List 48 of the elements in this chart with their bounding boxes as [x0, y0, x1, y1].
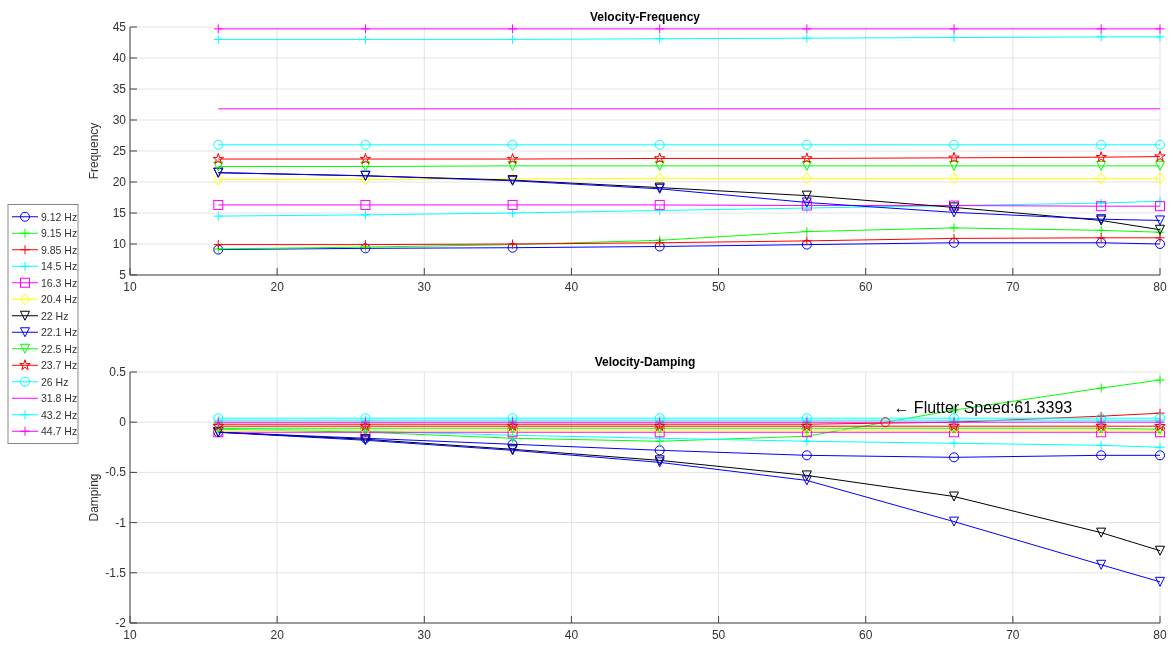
chart-title: Velocity-Frequency — [589, 10, 701, 24]
y-tick-label: 0 — [119, 415, 127, 430]
y-tick-label: 45 — [112, 20, 127, 34]
legend-label: 14.5 Hz — [41, 260, 78, 273]
y-tick-label: 5 — [119, 268, 127, 282]
x-tick-label: 40 — [564, 280, 579, 294]
x-tick-label: 60 — [859, 628, 873, 642]
legend-label: 31.8 Hz — [41, 392, 78, 405]
y-tick-label: -1.5 — [105, 565, 127, 580]
y-tick-label: 15 — [112, 206, 127, 220]
chart-title: Velocity-Damping — [594, 355, 696, 369]
legend-label: 16.3 Hz — [41, 276, 78, 289]
x-tick-label: 40 — [564, 628, 579, 642]
y-tick-label: 40 — [112, 51, 127, 65]
x-tick-label: 70 — [1006, 280, 1020, 294]
x-tick-label: 20 — [270, 628, 285, 642]
y-axis-title: Damping — [87, 473, 101, 522]
annotation: ← Flutter Speed:61.3393 — [893, 399, 1073, 417]
x-tick-label: 30 — [417, 280, 432, 294]
x-tick-label: 80 — [1153, 280, 1167, 294]
y-tick-label: -1 — [115, 515, 127, 530]
x-tick-label: 20 — [270, 280, 285, 294]
y-tick-label: -2 — [115, 616, 127, 630]
y-axis-title: Frequency — [87, 122, 101, 180]
y-tick-label: 20 — [112, 175, 127, 189]
legend-label: 22 Hz — [41, 309, 69, 322]
legend-label: 26 Hz — [41, 375, 69, 388]
legend-label: 9.85 Hz — [41, 243, 78, 256]
legend-label: 44.7 Hz — [41, 425, 78, 438]
y-tick-label: -0.5 — [105, 465, 127, 480]
legend-label: 23.7 Hz — [41, 359, 78, 372]
x-tick-label: 30 — [417, 628, 432, 642]
y-tick-label: 30 — [112, 113, 127, 127]
legend-label: 22.1 Hz — [41, 326, 78, 339]
x-tick-label: 70 — [1006, 628, 1020, 642]
legend-label: 43.2 Hz — [41, 408, 78, 421]
y-tick-label: 0.5 — [109, 365, 127, 379]
legend-label: 20.4 Hz — [41, 293, 78, 306]
x-tick-label: 60 — [859, 280, 873, 294]
legend-label: 22.5 Hz — [41, 342, 78, 355]
x-tick-label: 50 — [711, 280, 726, 294]
legend-label: 9.15 Hz — [41, 227, 78, 240]
x-tick-label: 50 — [711, 628, 726, 642]
y-tick-label: 35 — [112, 82, 127, 96]
y-tick-label: 10 — [112, 237, 127, 251]
y-tick-label: 25 — [112, 144, 127, 158]
legend-label: 9.12 Hz — [41, 210, 78, 223]
x-tick-label: 80 — [1153, 628, 1167, 642]
